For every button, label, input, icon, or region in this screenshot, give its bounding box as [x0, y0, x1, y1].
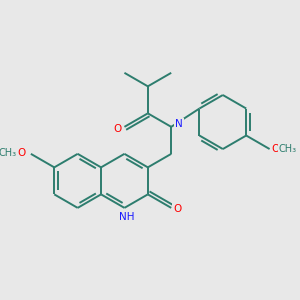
Text: N: N	[175, 119, 183, 129]
Text: O: O	[173, 204, 181, 214]
Text: O: O	[17, 148, 26, 158]
Text: CH₃: CH₃	[0, 148, 17, 158]
Text: CH₃: CH₃	[279, 144, 297, 154]
Text: O: O	[271, 144, 280, 154]
Text: NH: NH	[118, 212, 134, 222]
Text: O: O	[114, 124, 122, 134]
